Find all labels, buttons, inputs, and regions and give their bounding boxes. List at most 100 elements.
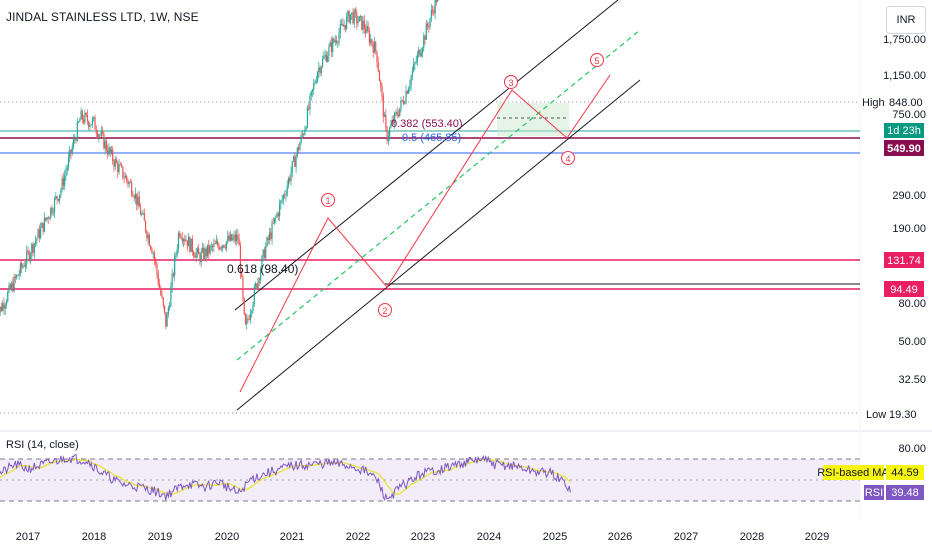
price-axis[interactable]: 1,750.00 1,150.00 750.00 290.00 190.00 8…: [883, 34, 926, 386]
candle-body: [17, 275, 19, 276]
wave-marker-5: 5: [590, 53, 604, 67]
x-tick-label: 2022: [346, 531, 370, 543]
candle-body: [258, 278, 260, 280]
candle-body: [61, 178, 63, 190]
candle-body: [21, 263, 23, 268]
candle-body: [308, 107, 310, 110]
candle-body: [227, 236, 229, 242]
candle-body: [161, 294, 163, 298]
candle-body: [238, 239, 240, 246]
candle-body: [410, 75, 412, 85]
svg-text:5: 5: [594, 56, 599, 66]
candle-body: [5, 301, 8, 306]
candle-body: [53, 198, 56, 213]
candle-body: [225, 241, 228, 249]
candle-body: [382, 95, 384, 117]
candle-body: [171, 273, 173, 287]
candle-body: [224, 247, 226, 249]
candle-body: [287, 178, 290, 186]
channel-midline: [236, 29, 641, 361]
candle-body: [363, 20, 365, 30]
candle-body: [404, 102, 406, 104]
candle-body: [323, 56, 325, 59]
candle-body: [349, 14, 352, 23]
candle-body: [2, 303, 4, 311]
candle-body: [234, 234, 236, 241]
candle-body: [23, 265, 25, 267]
elliott-wave-path: [239, 74, 611, 393]
candle-body: [100, 131, 102, 136]
candle-body: [163, 305, 166, 313]
svg-text:2: 2: [382, 306, 387, 316]
candle-body: [354, 10, 357, 13]
candle-body: [400, 100, 402, 108]
candle-body: [378, 71, 381, 82]
candle-body: [42, 222, 44, 232]
candle-body: [300, 134, 302, 144]
svg-text:RSI-based MA: RSI-based MA: [817, 467, 889, 479]
svg-text:High: High: [862, 97, 885, 109]
candle-body: [301, 134, 303, 135]
y-tick-label: 50.00: [898, 336, 926, 348]
y-tick-label: 1,750.00: [883, 34, 926, 46]
candle-body: [343, 24, 345, 27]
candle-body: [328, 46, 330, 56]
candle-body: [105, 141, 107, 151]
candle-body: [423, 35, 425, 49]
candle-body: [273, 217, 276, 223]
candle-body: [411, 71, 413, 76]
candle-body: [139, 206, 142, 215]
candle-body: [214, 243, 216, 245]
candle-body: [113, 161, 115, 167]
candle-body: [244, 313, 247, 325]
rsi-indicator-title[interactable]: RSI (14, close): [6, 439, 79, 451]
candle-body: [223, 245, 225, 248]
candle-body: [220, 247, 223, 249]
level-131-badge: 131.74: [884, 252, 924, 268]
candle-body: [19, 263, 22, 274]
candle-body: [119, 164, 121, 166]
candle-body: [129, 182, 132, 183]
candle-body: [203, 247, 205, 259]
candle-body: [128, 182, 130, 185]
candle-body: [344, 24, 346, 29]
candle-body: [256, 283, 258, 289]
candle-body: [247, 318, 249, 320]
candle-body: [136, 193, 138, 206]
candle-body: [143, 213, 145, 221]
candle-body: [383, 114, 386, 117]
candle-body: [399, 107, 401, 117]
main-pane[interactable]: [0, 0, 860, 430]
candle-body: [281, 199, 283, 201]
candle-body: [76, 121, 78, 141]
candle-body: [356, 12, 358, 24]
candle-body: [276, 213, 278, 217]
candle-body: [156, 263, 158, 274]
svg-text:4: 4: [565, 154, 570, 164]
candle-body: [71, 146, 73, 154]
x-tick-label: 2027: [674, 531, 698, 543]
candle-body: [22, 265, 24, 268]
currency-selector[interactable]: INR: [886, 6, 926, 34]
candle-body: [56, 196, 58, 199]
svg-text:848.00: 848.00: [889, 97, 923, 109]
candle-body: [96, 133, 99, 138]
candle-body: [391, 120, 393, 125]
candle-body: [152, 253, 154, 254]
countdown-badge: 1d 23h: [884, 123, 924, 138]
candle-body: [426, 23, 429, 27]
candle-body: [239, 245, 242, 273]
candle-body: [66, 167, 68, 172]
candle-body: [118, 164, 120, 173]
candle-body: [367, 25, 369, 32]
candle-body: [157, 273, 159, 285]
candle-body: [233, 234, 235, 238]
candle-body: [268, 232, 271, 240]
candle-body: [241, 272, 243, 278]
time-axis[interactable]: 2017 2018 2019 2020 2021 2022 2023 2024 …: [16, 531, 829, 543]
candle-body: [80, 110, 82, 120]
candle-body: [333, 38, 335, 42]
candle-body: [196, 248, 199, 253]
candle-body: [133, 196, 135, 199]
